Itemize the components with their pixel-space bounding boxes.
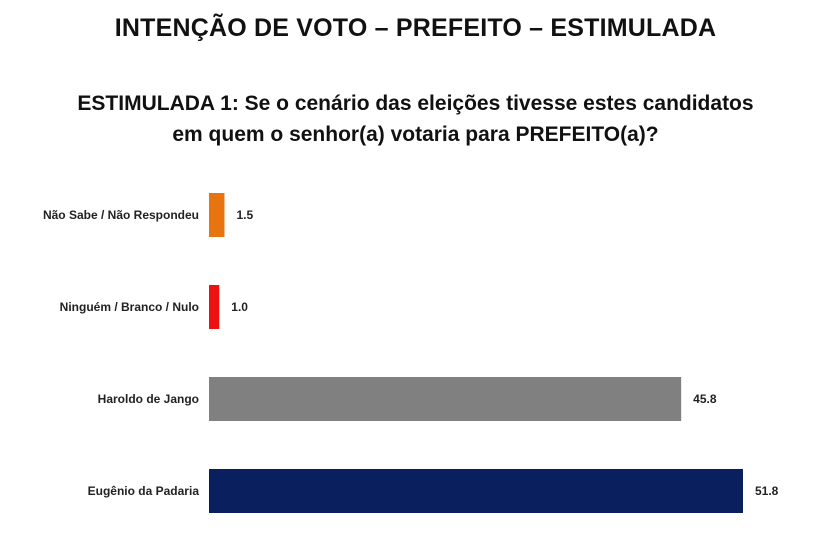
bar-3 [209,469,743,513]
value-label-0: 1.5 [236,208,253,222]
category-label-2: Haroldo de Jango [98,392,199,406]
bar-2 [209,377,682,421]
category-label-0: Não Sabe / Não Respondeu [43,208,199,222]
bar-1 [209,285,220,329]
value-label-2: 45.8 [693,392,717,406]
category-label-1: Ninguém / Branco / Nulo [60,300,199,314]
category-label-3: Eugênio da Padaria [88,484,200,498]
bar-0 [209,193,225,237]
value-label-3: 51.8 [755,484,779,498]
value-label-1: 1.0 [231,300,248,314]
chart-title: INTENÇÃO DE VOTO – PREFEITO – ESTIMULADA [114,14,717,42]
chart-subtitle: ESTIMULADA 1: Se o cenário das eleições … [77,92,754,146]
